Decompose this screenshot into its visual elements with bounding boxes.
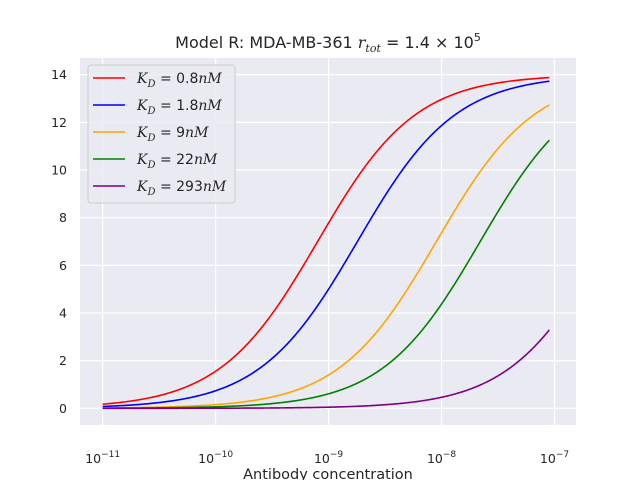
y-tick-label: 14 [51, 67, 67, 82]
x-tick-label: 10−8 [427, 450, 456, 466]
legend: KD = 0.8nM KD = 1.8nM KD = 9nM KD = 22nM KD … [87, 64, 236, 204]
x-tick-label: 10−9 [314, 450, 343, 466]
y-tick-label: 6 [59, 258, 67, 273]
y-tick-label: 0 [59, 401, 67, 416]
y-tick-label: 4 [59, 305, 67, 320]
series-lines [102, 76, 550, 410]
chart-title: Model R: MDA-MB-361 rtot = 1.4 × 105 [175, 31, 481, 55]
series-line [102, 329, 550, 410]
legend-label: KD = 22nM [136, 152, 218, 171]
y-tick-labels: 0 2 4 6 8 10 12 14 [51, 67, 67, 416]
grid [80, 58, 576, 425]
legend-label: KD = 293nM [136, 179, 227, 198]
y-tick-label: 2 [59, 353, 67, 368]
x-tick-labels: 10−11 10−10 10−9 10−8 10−7 [85, 450, 569, 466]
x-tick-label: 10−11 [85, 450, 120, 466]
x-tick-label: 10−7 [540, 450, 569, 466]
series-line [102, 76, 550, 405]
legend-label: KD = 1.8nM [136, 98, 222, 117]
x-axis-label: Antibody concentration [243, 467, 413, 480]
series-line [102, 80, 550, 408]
y-tick-label: 8 [59, 210, 67, 225]
series-line [102, 104, 550, 409]
y-tick-label: 10 [51, 163, 67, 178]
legend-label: KD = 9nM [136, 125, 209, 144]
x-tick-label: 10−10 [198, 450, 233, 466]
legend-box [87, 64, 236, 204]
legend-label: KD = 0.8nM [136, 71, 222, 90]
y-tick-label: 12 [51, 115, 67, 130]
